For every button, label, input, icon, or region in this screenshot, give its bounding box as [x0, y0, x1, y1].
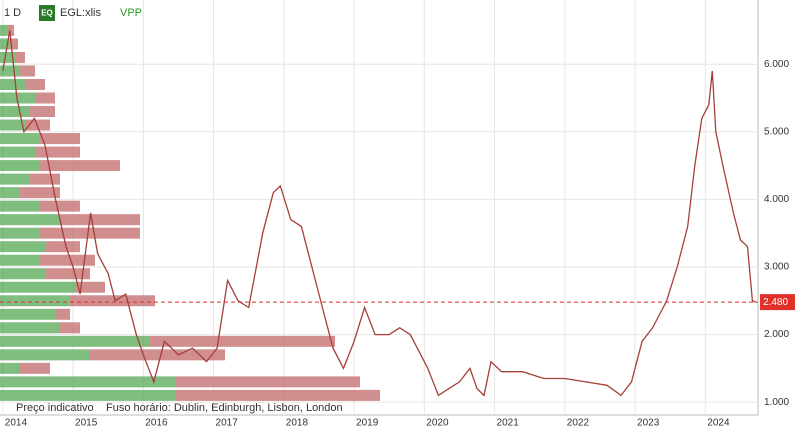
profile-down: [45, 268, 90, 280]
x-tick-label: 2019: [356, 418, 379, 429]
profile-up: [0, 376, 175, 388]
footer-note: Preço indicativo: [16, 402, 94, 414]
profile-down: [55, 308, 70, 320]
profile-up: [0, 133, 40, 145]
interval[interactable]: 1 D: [4, 7, 21, 19]
plot: 2.480: [0, 30, 795, 397]
profile-down: [15, 51, 25, 63]
profile-up: [0, 65, 20, 77]
profile-up: [0, 78, 25, 90]
profile-down: [8, 24, 14, 36]
y-tick-label: 6.000: [764, 59, 789, 70]
x-tick-label: 2020: [426, 418, 449, 429]
logo: EQ: [41, 9, 53, 18]
footer-timezone: Fuso horário: Dublin, Edinburgh, Lisbon,…: [106, 402, 343, 414]
profile-down: [70, 295, 155, 307]
profile-up: [0, 349, 90, 361]
profile-up: [0, 214, 60, 226]
profile-down: [25, 78, 45, 90]
profile-up: [0, 281, 75, 293]
profile-down: [40, 133, 80, 145]
x-tick-label: 2021: [497, 418, 520, 429]
profile-down: [60, 322, 80, 334]
profile-down: [30, 106, 55, 118]
last-price-label: 2.480: [763, 297, 788, 308]
profile-down: [150, 335, 335, 347]
profile-up: [0, 308, 55, 320]
profile-down: [35, 146, 80, 158]
header: 1 D EQ EGL:xlis VPP: [4, 5, 142, 21]
profile-down: [45, 241, 80, 253]
profile-down: [20, 362, 50, 374]
profile-down: [175, 389, 380, 401]
profile-up: [0, 389, 175, 401]
x-tick-label: 2022: [567, 418, 590, 429]
profile-up: [0, 106, 30, 118]
profile-up: [0, 362, 20, 374]
y-tick-label: 4.000: [764, 194, 789, 205]
y-tick-label: 2.000: [764, 329, 789, 340]
profile-down: [20, 65, 35, 77]
x-tick-label: 2024: [707, 418, 730, 429]
profile-down: [20, 187, 60, 199]
profile-down: [30, 173, 60, 185]
profile-up: [0, 146, 35, 158]
profile-up: [0, 38, 10, 50]
symbol[interactable]: EGL:xlis: [60, 7, 101, 19]
y-tick-label: 3.000: [764, 262, 789, 273]
profile-up: [0, 241, 45, 253]
profile-up: [0, 173, 30, 185]
profile-down: [10, 38, 18, 50]
logo-box: [39, 5, 55, 21]
x-tick-label: 2018: [286, 418, 309, 429]
profile-down: [40, 160, 120, 172]
profile-up: [0, 254, 40, 266]
price-line: [2, 30, 757, 397]
profile-down: [90, 349, 225, 361]
profile-up: [0, 200, 40, 212]
profile-up: [0, 51, 15, 63]
x-tick-label: 2023: [637, 418, 660, 429]
profile-up: [0, 187, 20, 199]
profile-down: [60, 214, 140, 226]
x-tick-label: 2014: [5, 418, 28, 429]
x-tick-label: 2016: [145, 418, 168, 429]
y-tick-label: 5.000: [764, 126, 789, 137]
profile-up: [0, 322, 60, 334]
profile-up: [0, 24, 8, 36]
volume-profile: [0, 24, 380, 401]
profile-down: [175, 376, 360, 388]
profile-up: [0, 268, 45, 280]
profile-up: [0, 295, 70, 307]
y-tick-label: 1.000: [764, 397, 789, 408]
indicator[interactable]: VPP: [120, 7, 142, 19]
profile-up: [0, 335, 150, 347]
profile-down: [75, 281, 105, 293]
x-tick-label: 2017: [216, 418, 239, 429]
profile-down: [40, 254, 95, 266]
x-tick-label: 2015: [75, 418, 98, 429]
profile-up: [0, 160, 40, 172]
profile-down: [40, 227, 140, 239]
last-price-box: [760, 294, 795, 311]
profile-up: [0, 227, 40, 239]
profile-up: [0, 119, 25, 131]
profile-down: [35, 92, 55, 104]
profile-down: [40, 200, 80, 212]
